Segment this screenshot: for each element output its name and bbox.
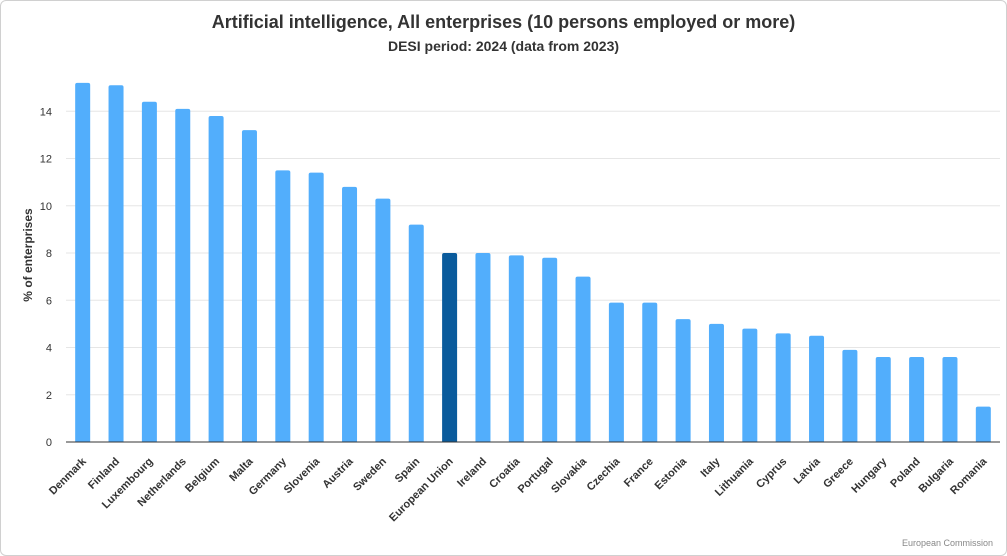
x-tick-label: Denmark xyxy=(47,455,89,497)
x-tick-label: Slovakia xyxy=(549,455,590,496)
bar xyxy=(241,130,257,442)
bar xyxy=(108,85,124,442)
y-tick-label: 10 xyxy=(40,201,52,213)
bar xyxy=(809,335,825,442)
bar xyxy=(842,349,858,442)
bar xyxy=(742,328,758,442)
bar xyxy=(375,198,391,442)
chart-subtitle: DESI period: 2024 (data from 2023) xyxy=(387,38,620,54)
bar xyxy=(875,356,891,442)
x-tick-label: Italy xyxy=(699,455,724,480)
bar xyxy=(342,186,358,442)
bar xyxy=(308,172,324,443)
bar xyxy=(175,108,191,442)
bar xyxy=(75,82,91,443)
x-tick-label: Slovenia xyxy=(282,455,323,496)
y-tick-label: 2 xyxy=(46,390,52,402)
x-tick-label: Belgium xyxy=(183,455,222,494)
y-tick-label: 6 xyxy=(46,295,52,307)
y-tick-label: 14 xyxy=(40,106,52,118)
bar xyxy=(575,276,591,442)
bar xyxy=(208,115,224,442)
bar xyxy=(642,302,658,442)
x-tick-label: Spain xyxy=(393,455,423,485)
x-tick-label: European Union xyxy=(387,455,456,524)
y-tick-label: 12 xyxy=(40,154,52,166)
y-tick-label: 0 xyxy=(46,437,52,449)
x-tick-label: Latvia xyxy=(792,455,824,487)
bar xyxy=(141,101,157,443)
bar xyxy=(775,333,791,442)
y-tick-label: 8 xyxy=(46,248,52,260)
x-tick-label: Sweden xyxy=(351,455,389,493)
credit-link[interactable]: European Commission xyxy=(901,538,993,548)
bar xyxy=(675,319,691,442)
y-axis-label: % of enterprises xyxy=(21,208,35,302)
bar xyxy=(608,302,624,442)
bar xyxy=(508,255,524,442)
x-tick-label: Czechia xyxy=(585,455,624,494)
bar xyxy=(275,170,291,442)
bar xyxy=(708,323,724,442)
x-tick-label: Portugal xyxy=(516,456,556,496)
bar xyxy=(909,356,925,442)
bar xyxy=(475,253,491,442)
x-tick-label: France xyxy=(622,456,656,490)
chart-title: Artificial intelligence, All enterprises… xyxy=(211,12,796,32)
bar xyxy=(408,224,424,442)
x-tick-label: Romania xyxy=(948,455,990,497)
y-tick-label: 4 xyxy=(46,343,52,355)
x-tick-label: Ireland xyxy=(455,456,489,490)
x-tick-label: Malta xyxy=(227,455,256,484)
x-tick-label: Hungary xyxy=(849,455,890,496)
bar xyxy=(542,257,558,442)
bar xyxy=(942,356,958,442)
x-tick-label: Germany xyxy=(247,455,290,498)
bar xyxy=(975,406,991,442)
x-tick-label: Estonia xyxy=(653,455,690,492)
x-tick-label: Cyprus xyxy=(754,456,789,491)
bar xyxy=(442,253,458,442)
